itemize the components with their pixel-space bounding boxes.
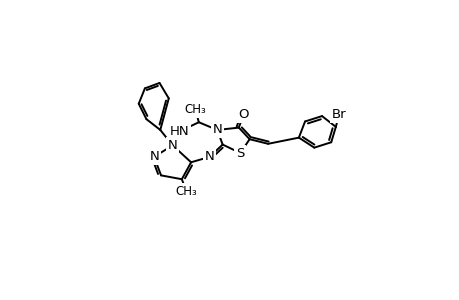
Text: S: S (235, 146, 244, 160)
Text: O: O (238, 108, 248, 121)
Text: N: N (212, 123, 222, 136)
Text: N: N (149, 150, 159, 164)
Text: N: N (168, 139, 177, 152)
Text: N: N (204, 150, 214, 164)
Text: Br: Br (331, 108, 346, 121)
Text: HN: HN (169, 125, 189, 138)
Text: CH₃: CH₃ (185, 103, 206, 116)
Text: CH₃: CH₃ (175, 185, 197, 198)
